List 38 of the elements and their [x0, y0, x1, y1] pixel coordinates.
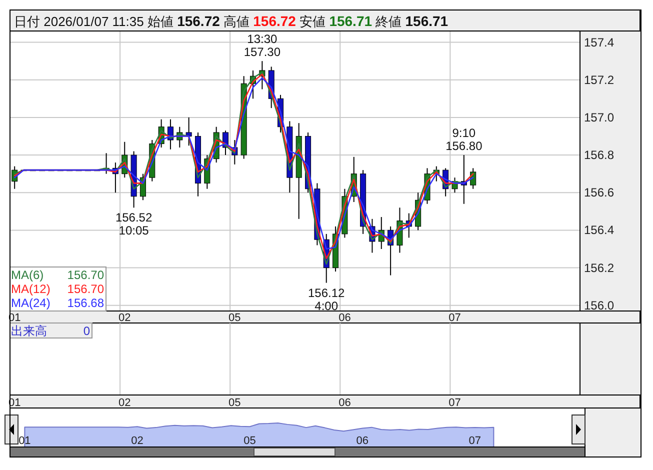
- x-tick-label: 02: [131, 435, 144, 447]
- annotation: 156.70: [67, 282, 104, 296]
- annotation: 10:05: [118, 224, 150, 238]
- y-tick-label: 156.4: [584, 223, 614, 238]
- annotation: 13:30: [247, 32, 278, 46]
- x-tick-label: 05: [244, 435, 256, 447]
- x-tick-label: 07: [468, 435, 482, 447]
- annotation: 4:00: [314, 298, 338, 313]
- x-tick-label: 05: [228, 312, 241, 324]
- x-tick-label: 01: [18, 435, 31, 447]
- y-tick-label: 157.2: [584, 72, 614, 87]
- annotation: 156.12: [308, 286, 346, 300]
- text: MA(24): [11, 296, 50, 310]
- x-tick-label: 06: [356, 435, 368, 447]
- annotation: 9:10: [452, 126, 476, 140]
- category-label: 02: [118, 397, 131, 409]
- y-tick-label: 157.0: [584, 110, 614, 124]
- category-label: 05: [228, 397, 241, 409]
- y-tick-label: 156.6: [584, 186, 614, 200]
- x-tick-label: 06: [338, 312, 351, 324]
- y-tick-label: 156.8: [584, 148, 614, 162]
- x-tick-label: 02: [118, 312, 131, 324]
- annotation: 156.80: [446, 139, 483, 154]
- x-tick-label: 07: [448, 312, 461, 324]
- text: MA(12): [11, 282, 50, 296]
- text: 0: [83, 324, 90, 338]
- y-tick-label: 157.4: [584, 35, 614, 50]
- category-label: 07: [448, 397, 461, 409]
- chart-title: 日付 2026/01/07 11:35 始値 156.72 高値 156.72 安値 156.71 終値 156.71: [14, 13, 448, 29]
- annotation: 157.30: [244, 45, 281, 60]
- annotation: 156.68: [67, 296, 104, 310]
- annotation: 156.70: [67, 268, 104, 282]
- annotation: 156.52: [115, 210, 152, 225]
- y-tick-label: 156.2: [584, 260, 614, 275]
- text: 出来高: [11, 324, 47, 338]
- category-label: 06: [338, 397, 351, 409]
- text: MA(6): [11, 268, 44, 282]
- y-tick-label: 156.0: [584, 298, 614, 312]
